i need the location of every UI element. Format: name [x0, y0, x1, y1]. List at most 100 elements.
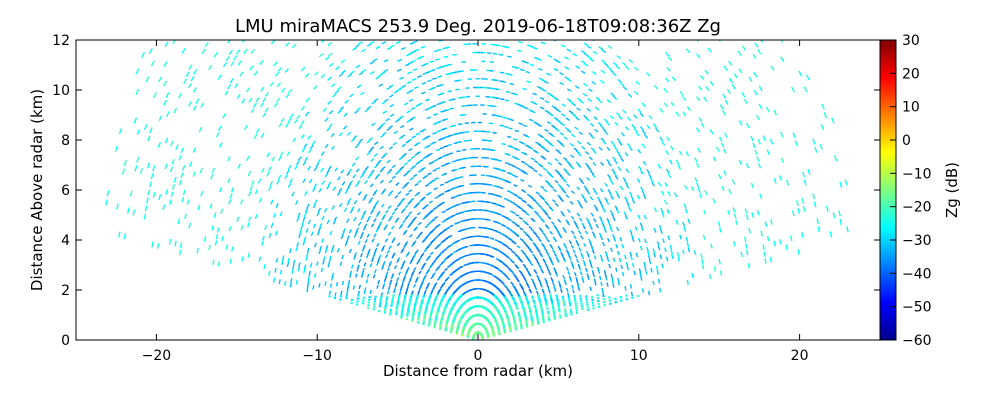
- radar-cell: [685, 185, 687, 189]
- radar-cell: [170, 239, 171, 244]
- radar-cell: [571, 155, 574, 158]
- radar-cell: [585, 231, 587, 235]
- radar-cell: [581, 61, 585, 63]
- radar-cell: [386, 210, 389, 213]
- radar-cell: [581, 236, 583, 240]
- radar-cell: [575, 300, 576, 302]
- radar-cell: [540, 98, 544, 100]
- radar-cell: [821, 124, 823, 130]
- radar-cell: [545, 278, 547, 281]
- radar-cell: [325, 281, 326, 285]
- radar-cell: [641, 170, 644, 174]
- radar-cell: [373, 59, 377, 61]
- radar-cell: [458, 124, 462, 125]
- radar-cell: [703, 235, 704, 240]
- radar-cell: [146, 77, 149, 82]
- radar-cell: [338, 110, 341, 113]
- radar-cell: [753, 143, 755, 148]
- radar-cell: [847, 226, 848, 232]
- radar-cell: [609, 296, 610, 298]
- radar-cell: [529, 289, 531, 292]
- radar-cell: [229, 226, 230, 231]
- radar-cell: [254, 134, 257, 139]
- radar-cell: [665, 200, 667, 204]
- radar-cell: [326, 57, 330, 60]
- radar-cell: [665, 248, 666, 252]
- radar-cell: [356, 183, 359, 186]
- radar-cell: [379, 310, 380, 312]
- radar-cell: [309, 149, 312, 153]
- radar-cell: [267, 153, 270, 157]
- radar-cell: [295, 119, 298, 123]
- radar-cell: [527, 81, 531, 82]
- radar-cell: [608, 46, 612, 49]
- radar-cell: [680, 92, 683, 96]
- radar-cell: [541, 156, 545, 158]
- radar-cell: [433, 123, 437, 124]
- radar-cell: [313, 188, 315, 192]
- radar-cell: [404, 174, 407, 176]
- radar-cell: [743, 46, 746, 51]
- radar-cell: [526, 283, 528, 286]
- radar-cell: [288, 258, 289, 263]
- radar-cell: [344, 113, 347, 116]
- radar-cell: [276, 258, 277, 263]
- radar-cell: [622, 63, 626, 66]
- radar-cell: [626, 169, 629, 173]
- radar-cell: [507, 119, 511, 120]
- radar-cell: [749, 77, 752, 82]
- radar-cell: [424, 318, 425, 320]
- radar-cell: [550, 294, 551, 296]
- radar-cell: [611, 248, 613, 252]
- radar-cell: [299, 234, 301, 238]
- radar-cell: [414, 87, 418, 89]
- radar-cell: [757, 115, 760, 120]
- radar-cell: [395, 208, 398, 211]
- radar-cell: [359, 285, 360, 289]
- radar-cell: [285, 43, 289, 47]
- radar-cell: [148, 190, 150, 196]
- radar-cell: [150, 128, 152, 133]
- radar-cell: [567, 130, 571, 133]
- radar-cell: [598, 123, 602, 126]
- radar-cell: [571, 261, 573, 265]
- radar-cell: [567, 49, 571, 51]
- radar-cell: [387, 128, 391, 130]
- radar-cell: [713, 198, 715, 203]
- radar-cell: [554, 59, 558, 61]
- radar-cell: [567, 267, 569, 271]
- radar-cell: [751, 136, 753, 141]
- radar-cell: [384, 227, 387, 230]
- radar-cell: [418, 170, 422, 172]
- radar-cell: [546, 73, 550, 75]
- radar-cell: [377, 128, 381, 131]
- radar-cell: [687, 280, 688, 285]
- radar-cell: [307, 204, 309, 208]
- radar-cell: [430, 143, 434, 144]
- radar-cell: [632, 125, 635, 129]
- radar-cell: [407, 120, 411, 122]
- radar-cell: [515, 103, 519, 104]
- radar-cell: [428, 182, 432, 184]
- radar-cell: [225, 91, 228, 96]
- radar-cell: [516, 168, 520, 169]
- radar-cell: [625, 153, 628, 157]
- radar-cell: [657, 266, 658, 270]
- radar-cell: [329, 124, 332, 127]
- radar-cell: [329, 111, 332, 114]
- radar-cell: [584, 243, 586, 247]
- radar-cell: [767, 107, 770, 112]
- radar-cell: [398, 301, 399, 303]
- radar-cell: [631, 256, 633, 260]
- radar-cell: [619, 258, 621, 262]
- radar-cell: [534, 170, 538, 172]
- radar-cell: [603, 242, 605, 246]
- radar-cell: [277, 180, 279, 184]
- radar-cell: [399, 157, 403, 159]
- radar-cell: [668, 192, 670, 196]
- radar-cell: [683, 250, 684, 255]
- radar-cell: [397, 307, 398, 309]
- radar-cell: [445, 191, 449, 192]
- radar-cell: [579, 132, 583, 135]
- radar-cell: [662, 191, 664, 195]
